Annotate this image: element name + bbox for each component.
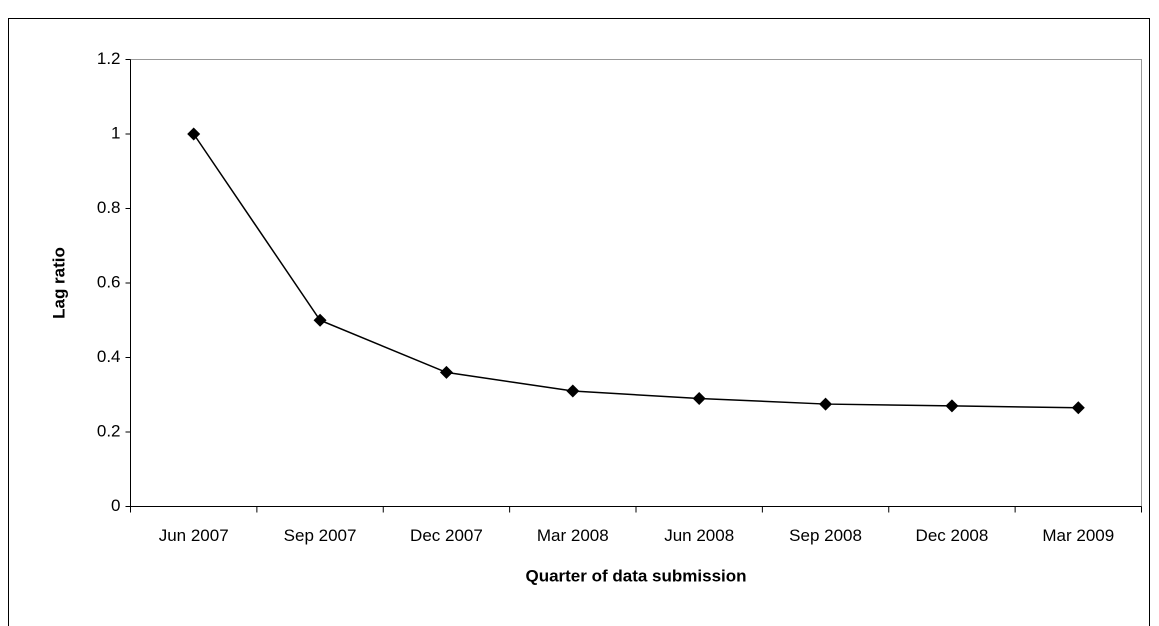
- x-tick-label: Sep 2007: [284, 526, 357, 545]
- y-tick-label: 0.8: [97, 198, 121, 217]
- data-point: [187, 127, 201, 141]
- x-tick-label: Dec 2007: [410, 526, 483, 545]
- data-point: [1071, 401, 1085, 415]
- y-tick-label: 1.2: [97, 49, 121, 68]
- y-tick-label: 0.4: [97, 347, 121, 366]
- chart-frame: [8, 18, 1150, 626]
- y-tick-label: 0.6: [97, 272, 121, 291]
- x-tick-label: Jun 2008: [664, 526, 734, 545]
- data-point: [692, 391, 706, 405]
- x-tick-label: Sep 2008: [789, 526, 862, 545]
- y-axis-title: Lag ratio: [49, 247, 68, 319]
- data-point: [566, 384, 580, 398]
- y-tick-label: 0.2: [97, 421, 121, 440]
- y-tick-label: 0: [111, 496, 120, 515]
- data-point: [313, 313, 327, 327]
- data-point: [819, 397, 833, 411]
- x-tick-label: Dec 2008: [916, 526, 989, 545]
- x-axis-title: Quarter of data submission: [525, 566, 746, 585]
- x-tick-label: Jun 2007: [159, 526, 229, 545]
- series-line: [193, 133, 1079, 409]
- data-point: [439, 365, 453, 379]
- data-point: [945, 399, 959, 413]
- plot-area: [130, 59, 1142, 507]
- x-tick-label: Mar 2008: [537, 526, 609, 545]
- x-tick-label: Mar 2009: [1042, 526, 1114, 545]
- y-tick-label: 1: [111, 123, 120, 142]
